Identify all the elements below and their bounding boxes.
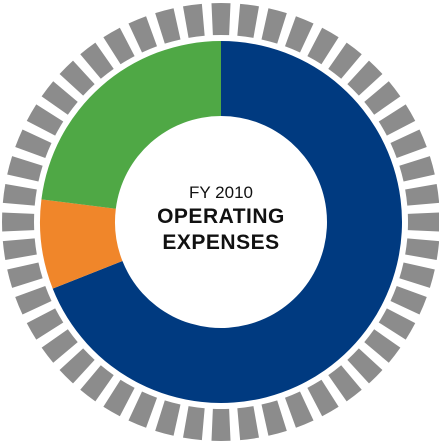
- ring-segment: [211, 3, 231, 36]
- ring-segment: [378, 308, 416, 340]
- ring-segment: [155, 8, 181, 44]
- ring-segment: [80, 365, 114, 402]
- ring-segment: [399, 156, 435, 182]
- ring-segment: [155, 400, 181, 436]
- ring-segment: [80, 42, 114, 79]
- ring-segment: [15, 129, 52, 159]
- ring-segment: [390, 129, 427, 159]
- donut-slice: [40, 199, 123, 289]
- ring-segment: [2, 212, 35, 232]
- ring-segment: [183, 406, 205, 441]
- ring-segment: [128, 16, 158, 53]
- donut-slice: [52, 41, 403, 403]
- ring-segment: [237, 3, 259, 38]
- ring-segment: [26, 308, 64, 340]
- chart-subtitle: FY 2010: [189, 183, 253, 202]
- ring-segment: [347, 348, 383, 384]
- ring-segment: [237, 406, 259, 441]
- ring-segment: [103, 379, 135, 417]
- ring-segment: [284, 16, 314, 53]
- ring-segment: [2, 238, 37, 260]
- ring-segment: [15, 285, 52, 315]
- ring-segment: [261, 400, 287, 436]
- ring-segment: [7, 156, 43, 182]
- ring-segment: [364, 329, 401, 363]
- ring-segment: [59, 60, 95, 96]
- ring-segment: [261, 8, 287, 44]
- ring-segment: [41, 329, 78, 363]
- ring-segment: [103, 27, 135, 65]
- ring-segment: [26, 104, 64, 136]
- ring-segment: [128, 391, 158, 428]
- ring-segment: [405, 184, 439, 206]
- ring-segment: [407, 212, 439, 232]
- center-label: FY 2010 OPERATING EXPENSES: [141, 182, 301, 256]
- ring-segment: [59, 348, 95, 384]
- donut-slice: [41, 41, 221, 209]
- ring-segment: [307, 27, 339, 65]
- ring-segment: [41, 81, 78, 115]
- ring-segment: [378, 104, 416, 136]
- chart-title: OPERATING EXPENSES: [157, 205, 285, 254]
- ring-segment: [405, 238, 439, 260]
- ring-segment: [347, 60, 383, 96]
- ring-segment: [284, 391, 314, 428]
- ring-segment: [307, 379, 339, 417]
- ring-segment: [183, 3, 205, 38]
- ring-segment: [328, 42, 362, 79]
- ring-segment: [211, 408, 231, 441]
- ring-segment: [2, 184, 37, 206]
- ring-segment: [390, 285, 427, 315]
- ring-segment: [328, 365, 362, 402]
- ring-segment: [364, 81, 401, 115]
- ring-segment: [399, 262, 435, 288]
- ring-segment: [7, 262, 43, 288]
